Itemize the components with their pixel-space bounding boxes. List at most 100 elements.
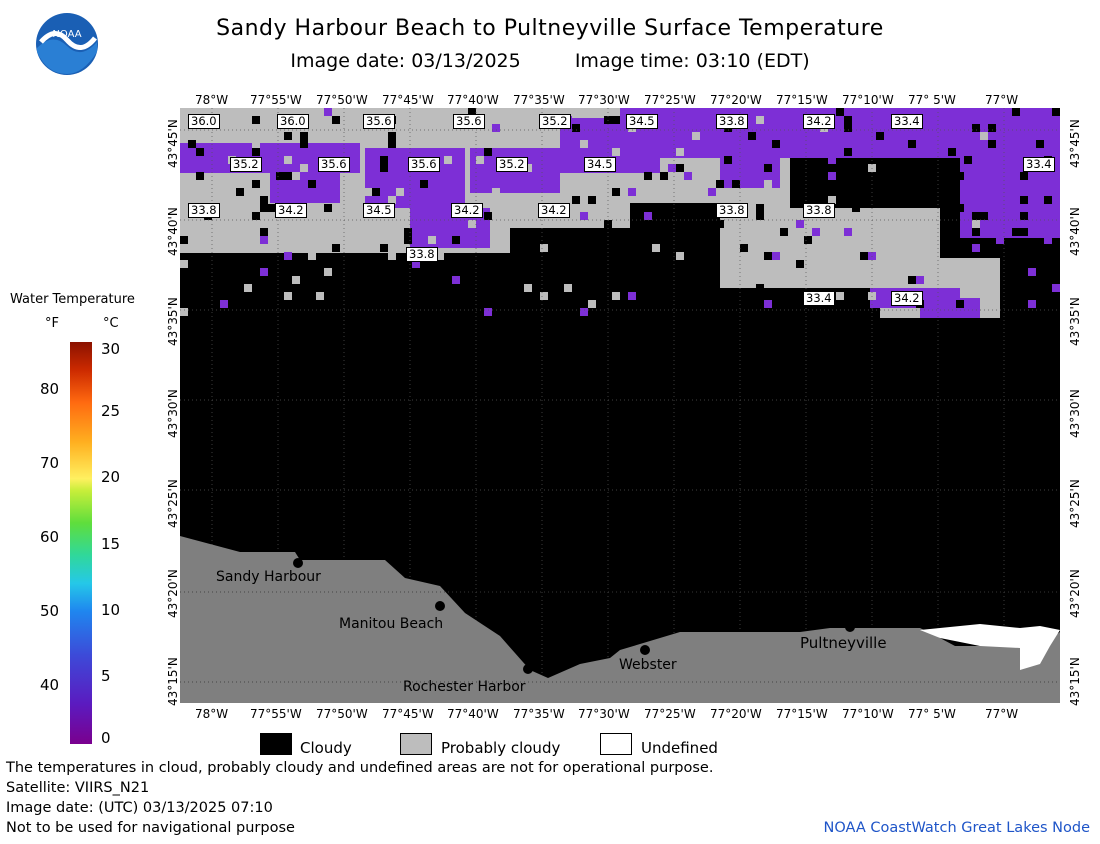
lon-tick-bottom: 77°15'W <box>776 707 828 721</box>
isotherm-label: 33.8 <box>406 247 438 262</box>
lon-tick-bottom: 77°55'W <box>250 707 302 721</box>
lat-tick-right: 43°40'N <box>1068 207 1082 256</box>
isotherm-label: 36.0 <box>277 114 309 129</box>
lon-tick-bottom: 77°40'W <box>447 707 499 721</box>
cloudy-label: Cloudy <box>300 739 352 757</box>
place-webster: Webster <box>619 657 677 673</box>
lon-tick-bottom: 77°25'W <box>644 707 696 721</box>
isotherm-label: 34.5 <box>584 157 616 172</box>
place-rochester-harbor: Rochester Harbor <box>403 679 526 695</box>
c-tick: 15 <box>101 535 121 553</box>
isotherm-label: 33.8 <box>716 114 748 129</box>
lon-tick-top: 77°45'W <box>382 93 434 107</box>
isotherm-label: 33.4 <box>891 114 923 129</box>
lon-tick-top: 77°30'W <box>578 93 630 107</box>
lon-tick-bottom: 77°50'W <box>316 707 368 721</box>
lon-tick-bottom: 77°45'W <box>382 707 434 721</box>
lat-tick-right: 43°20'N <box>1068 569 1082 618</box>
lat-tick-right: 43°35'N <box>1068 297 1082 346</box>
lon-tick-bottom: 77°30'W <box>578 707 630 721</box>
f-tick: 40 <box>40 676 60 694</box>
lon-tick-top: 77°55'W <box>250 93 302 107</box>
lat-tick-left: 43°30'N <box>166 389 180 438</box>
isotherm-label: 34.2 <box>803 114 835 129</box>
image-time: Image time: 03:10 (EDT) <box>574 50 810 72</box>
isotherm-label: 33.8 <box>716 203 748 218</box>
isotherm-label: 33.8 <box>803 203 835 218</box>
probably-cloudy-label: Probably cloudy <box>441 739 561 757</box>
lon-tick-bottom: 77°10'W <box>842 707 894 721</box>
lon-tick-top: 77°15'W <box>776 93 828 107</box>
c-tick: 5 <box>101 667 111 685</box>
probably-cloudy-swatch <box>400 733 432 755</box>
c-tick: 0 <box>101 729 111 747</box>
undefined-label: Undefined <box>641 739 718 757</box>
f-tick: 50 <box>40 602 60 620</box>
lat-tick-right: 43°45'N <box>1068 119 1082 168</box>
lon-tick-bottom: 78°W <box>195 707 229 721</box>
map-subtitle: Image date: 03/13/2025 Image time: 03:10… <box>0 50 1100 72</box>
image-date: Image date: 03/13/2025 <box>290 50 521 72</box>
isotherm-label: 34.5 <box>626 114 658 129</box>
lon-tick-top: 77°10'W <box>842 93 894 107</box>
navigation-warning: Not to be used for navigational purpose <box>6 820 295 836</box>
lat-tick-left: 43°15'N <box>166 657 180 706</box>
lon-tick-top: 77° 5'W <box>908 93 956 107</box>
lat-tick-right: 43°15'N <box>1068 657 1082 706</box>
lat-tick-left: 43°45'N <box>166 119 180 168</box>
place-pultneyville: Pultneyville <box>800 634 887 652</box>
lon-tick-top: 77°50'W <box>316 93 368 107</box>
lat-tick-right: 43°25'N <box>1068 479 1082 528</box>
noaa-logo: NOAA <box>36 13 98 75</box>
unit-celsius: °C <box>103 316 119 331</box>
map-title: Sandy Harbour Beach to Pultneyville Surf… <box>216 16 884 41</box>
isotherm-label: 35.6 <box>408 157 440 172</box>
isotherm-label: 34.2 <box>275 203 307 218</box>
lon-tick-top: 77°W <box>985 93 1019 107</box>
disclaimer-text: The temperatures in cloud, probably clou… <box>6 760 714 776</box>
legend-title: Water Temperature <box>10 292 135 307</box>
lon-tick-bottom: 77°20'W <box>710 707 762 721</box>
lat-tick-left: 43°20'N <box>166 569 180 618</box>
isotherm-label: 34.2 <box>891 291 923 306</box>
cloud-speckle <box>180 108 1060 316</box>
isotherm-label: 33.4 <box>1023 157 1055 172</box>
lon-tick-top: 77°25'W <box>644 93 696 107</box>
place-manitou-beach: Manitou Beach <box>339 616 444 632</box>
lon-tick-bottom: 77°35'W <box>513 707 565 721</box>
utc-date-text: Image date: (UTC) 03/13/2025 07:10 <box>6 800 273 816</box>
f-tick: 70 <box>40 454 60 472</box>
place-sandy-harbour: Sandy Harbour <box>216 569 321 585</box>
isotherm-label: 33.8 <box>188 203 220 218</box>
place-markers <box>293 558 855 674</box>
c-tick: 20 <box>101 468 121 486</box>
lat-tick-left: 43°40'N <box>166 207 180 256</box>
cloudy-swatch <box>260 733 292 755</box>
isotherm-label: 35.6 <box>453 114 485 129</box>
temperature-colorbar <box>70 342 92 744</box>
grid-lines-land <box>180 591 1060 683</box>
isotherm-label: 35.2 <box>230 157 262 172</box>
c-tick: 10 <box>101 601 121 619</box>
lon-tick-bottom: 77°W <box>985 707 1019 721</box>
isotherm-label: 35.2 <box>496 157 528 172</box>
isotherm-label: 33.4 <box>803 291 835 306</box>
lon-tick-top: 77°40'W <box>447 93 499 107</box>
lat-tick-left: 43°35'N <box>166 297 180 346</box>
isotherm-label: 35.6 <box>363 114 395 129</box>
lat-tick-left: 43°25'N <box>166 479 180 528</box>
undefined-swatch <box>600 733 632 755</box>
c-tick: 30 <box>101 340 121 358</box>
lon-tick-top: 77°20'W <box>710 93 762 107</box>
c-tick: 25 <box>101 402 121 420</box>
lon-tick-bottom: 77° 5'W <box>908 707 956 721</box>
undefined-area <box>920 624 1060 670</box>
temperature-map <box>180 108 1060 703</box>
lat-tick-right: 43°30'N <box>1068 389 1082 438</box>
isotherm-label: 36.0 <box>188 114 220 129</box>
f-tick: 80 <box>40 380 60 398</box>
satellite-text: Satellite: VIIRS_N21 <box>6 780 150 796</box>
land <box>180 536 1060 703</box>
isotherm-label: 34.5 <box>363 203 395 218</box>
lon-tick-top: 77°35'W <box>513 93 565 107</box>
